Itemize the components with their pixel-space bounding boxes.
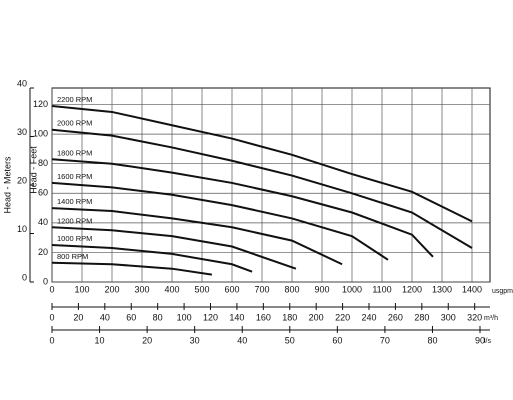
x-tick-label: 0 [49, 284, 54, 294]
y2-tick-label: 10 [17, 224, 27, 234]
flow-tick-label: 20 [142, 335, 152, 345]
flow-tick-label: 200 [309, 312, 324, 322]
curve-label: 2200 RPM [57, 95, 92, 104]
y2-tick-label: 30 [17, 127, 27, 137]
flow-tick-label: 160 [256, 312, 271, 322]
pump-curve [51, 261, 213, 276]
x-unit-label: usgpm [492, 288, 513, 295]
plot-frame [51, 87, 491, 283]
flow-tick-label: 140 [229, 312, 244, 322]
y-tick-label: 120 [33, 99, 48, 109]
flow-tick-label: 260 [388, 312, 403, 322]
x-tick-label: 1200 [402, 284, 422, 294]
flow-tick-label: 80 [153, 312, 163, 322]
x-tick-label: 600 [224, 284, 239, 294]
pump-curve [51, 158, 434, 258]
x-tick-label: 500 [194, 284, 209, 294]
x-tick-label: 800 [284, 284, 299, 294]
x-tick-label: 200 [104, 284, 119, 294]
pump-curve [51, 207, 343, 266]
y2-tick-label: 0 [22, 272, 27, 282]
x-tick-label: 100 [74, 284, 89, 294]
flow-tick-label: 0 [49, 312, 54, 322]
flow-tick-label: 40 [100, 312, 110, 322]
x-tick-label: 1300 [432, 284, 452, 294]
y2-axis-label: Head - Meters [2, 156, 12, 214]
curve-label: 1200 RPM [57, 216, 92, 225]
flow-tick-label: 120 [203, 312, 218, 322]
flow-tick-label: 80 [427, 335, 437, 345]
flow-tick-label: 90 [475, 335, 485, 345]
flow-tick-label: 100 [177, 312, 192, 322]
pump-curve [51, 181, 389, 261]
pump-curve [51, 128, 473, 249]
curve-label: 1800 RPM [57, 148, 92, 157]
flow-tick-label: 50 [285, 335, 295, 345]
flow-tick-label: 180 [282, 312, 297, 322]
flow-tick-label: 300 [441, 312, 456, 322]
y-tick-label: 0 [43, 276, 48, 286]
y-tick-label: 20 [38, 247, 48, 257]
pump-curve [51, 244, 253, 273]
flow-tick-label: 60 [126, 312, 136, 322]
y-tick-label: 40 [38, 217, 48, 227]
flow-tick-label: 20 [73, 312, 83, 322]
x-tick-label: 900 [314, 284, 329, 294]
curve-label: 2000 RPM [57, 119, 92, 128]
pump-curve [51, 226, 297, 270]
x-tick-label: 1100 [372, 284, 391, 294]
pump-curve [51, 105, 473, 223]
curve-label: 1600 RPM [57, 172, 92, 181]
y-tick-label: 100 [33, 129, 48, 139]
flow-unit-label: m³/h [484, 315, 498, 322]
flow-tick-label: 70 [380, 335, 390, 345]
y-axis-label: Head - Feet [28, 146, 38, 194]
flow-tick-label: 60 [332, 335, 342, 345]
x-tick-label: 1000 [342, 284, 362, 294]
flow-tick-label: 220 [335, 312, 350, 322]
curve-label: 800 RPM [57, 252, 88, 261]
flow-unit-label: l/s [484, 338, 492, 345]
flow-tick-label: 240 [361, 312, 376, 322]
y-tick-label: 60 [38, 188, 48, 198]
x-tick-label: 1400 [462, 284, 482, 294]
y2-tick-label: 20 [17, 175, 27, 185]
y2-tick-label: 40 [17, 78, 27, 88]
y-tick-label: 80 [38, 158, 48, 168]
flow-tick-label: 40 [237, 335, 247, 345]
x-tick-label: 700 [254, 284, 269, 294]
x-tick-label: 300 [134, 284, 149, 294]
curve-label: 1000 RPM [57, 234, 92, 243]
flow-tick-label: 280 [414, 312, 429, 322]
flow-tick-label: 30 [190, 335, 200, 345]
flow-tick-label: 10 [95, 335, 105, 345]
flow-tick-label: 320 [467, 312, 482, 322]
flow-tick-label: 0 [49, 335, 54, 345]
curve-label: 1400 RPM [57, 197, 92, 206]
x-tick-label: 400 [164, 284, 179, 294]
